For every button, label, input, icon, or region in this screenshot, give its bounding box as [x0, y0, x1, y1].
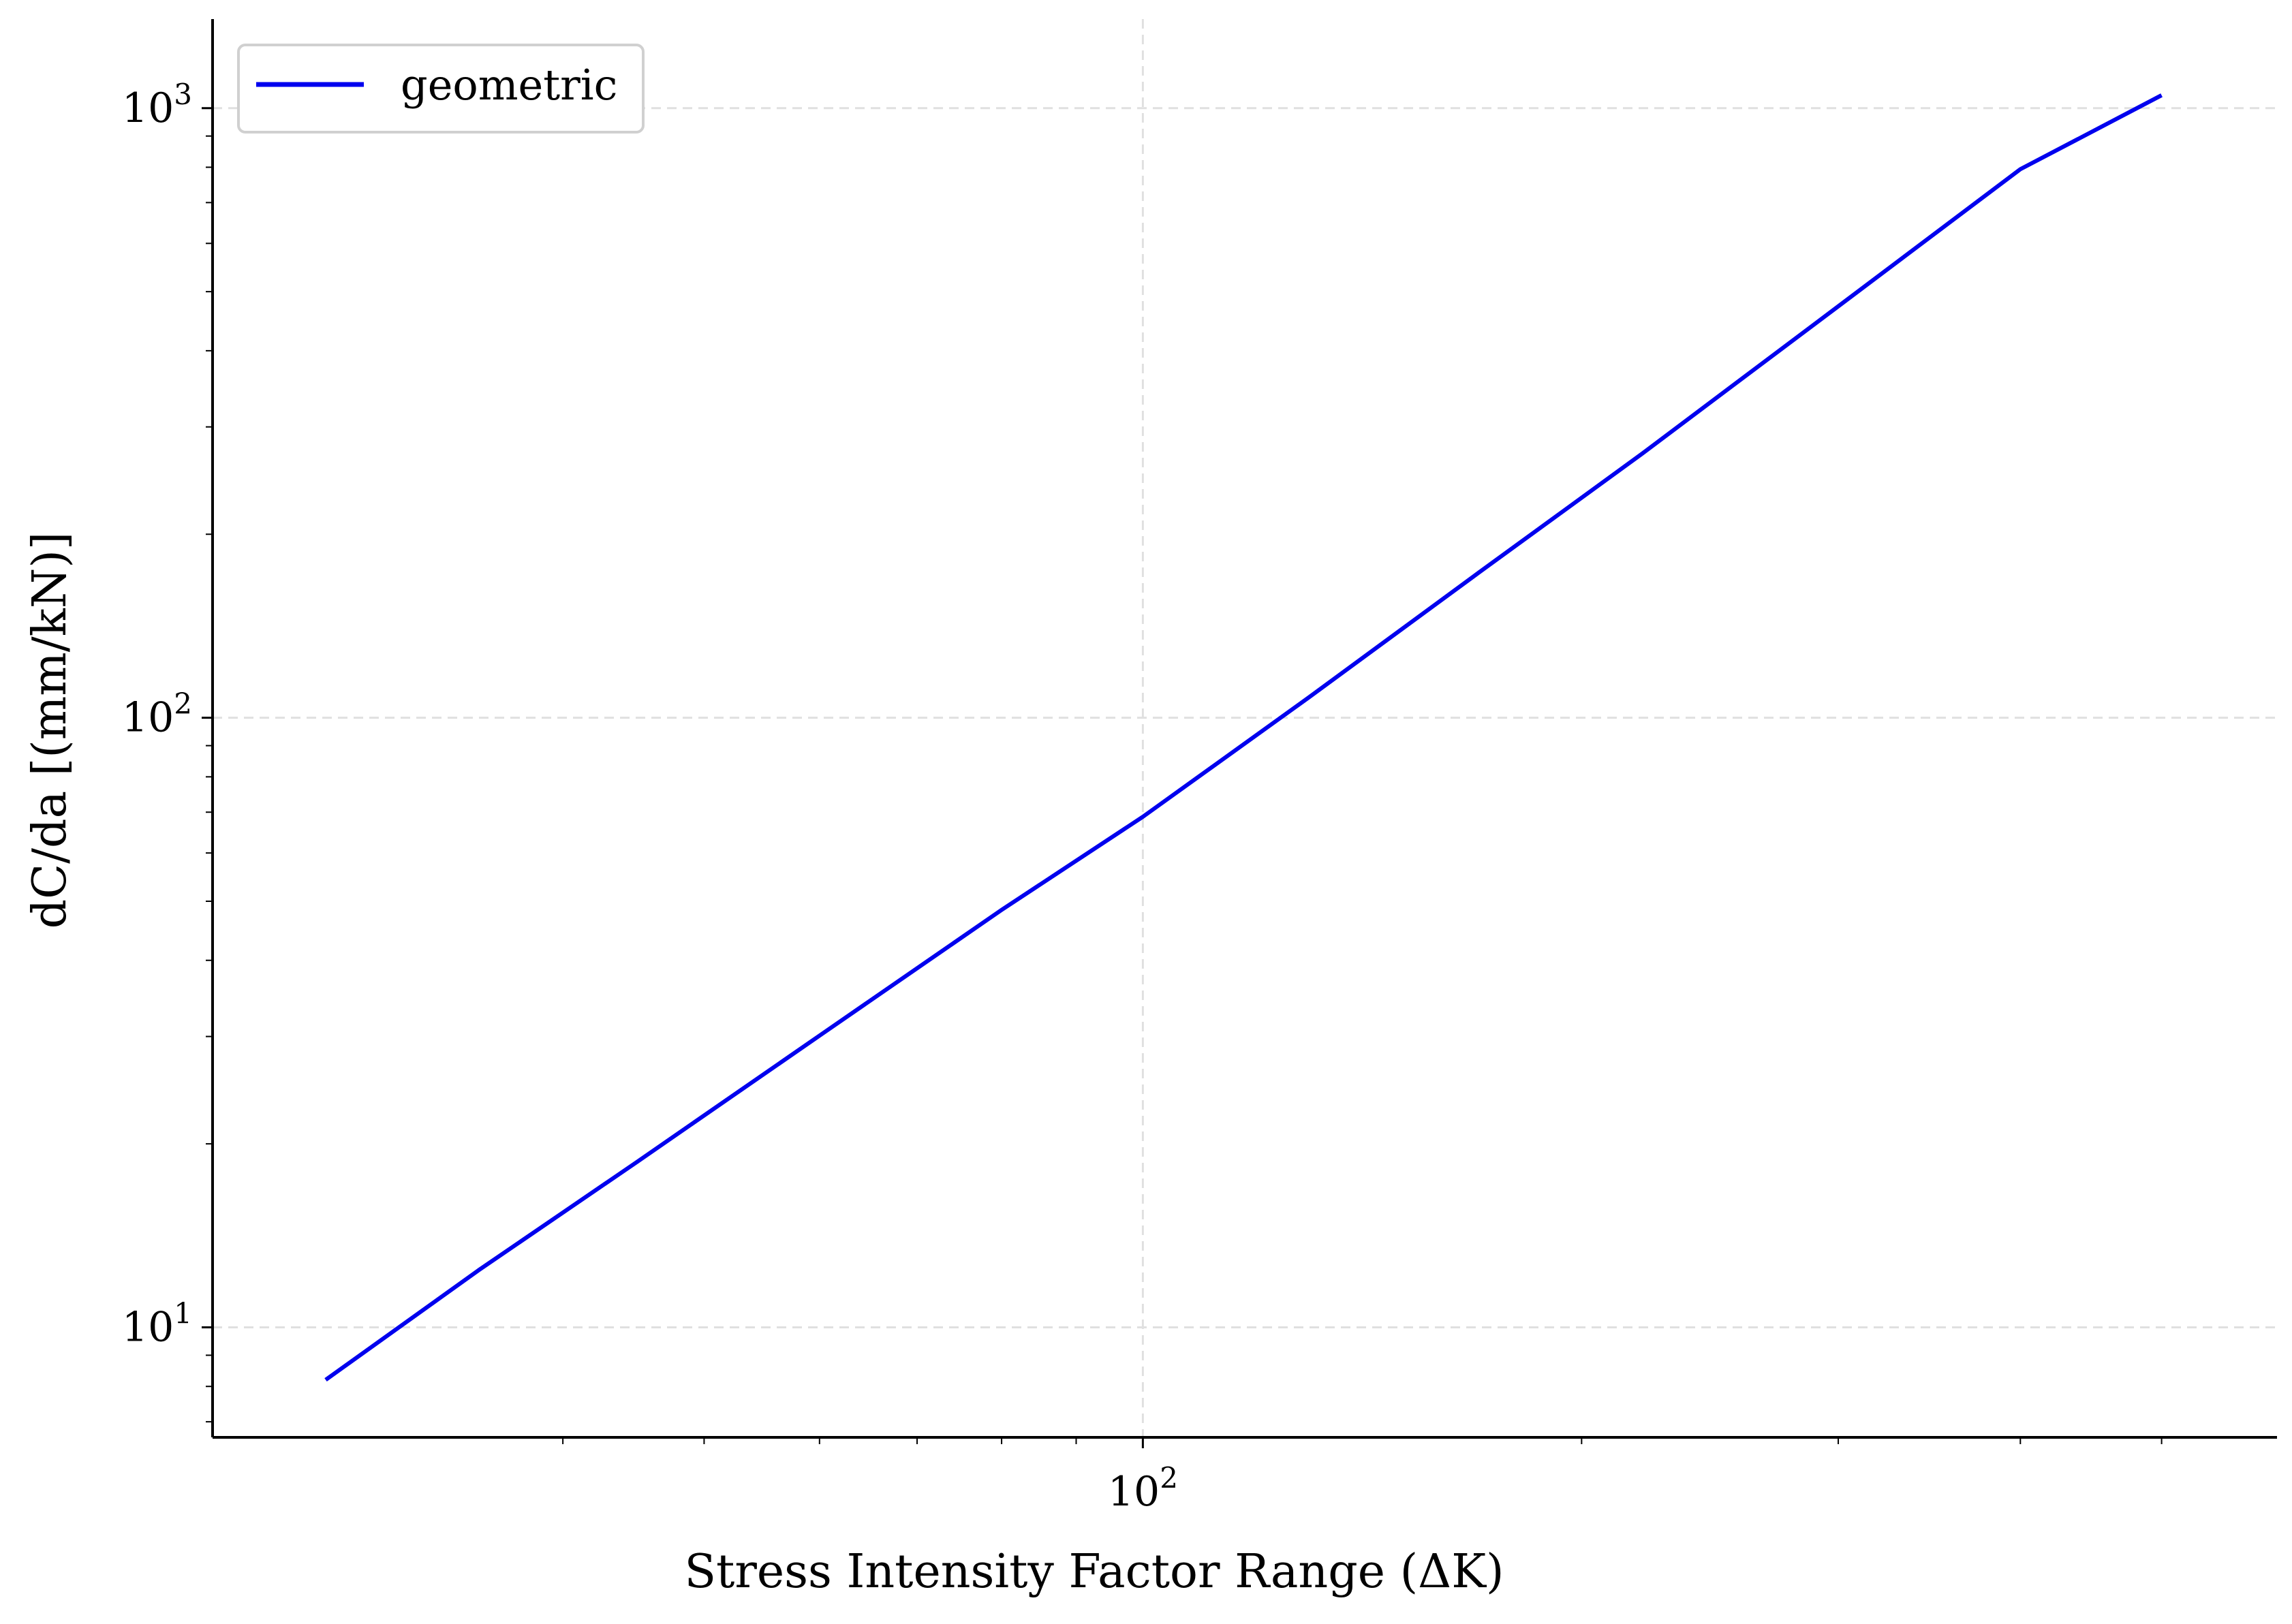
x-axis-label: Stress Intensity Factor Range (ΔK) [684, 1545, 1504, 1599]
axes [211, 19, 2277, 1439]
legend: geometric [237, 44, 645, 134]
y-tick-label: 102 [122, 687, 192, 742]
grid [213, 19, 2277, 1437]
legend-frame [237, 44, 645, 134]
legend-label: geometric [401, 60, 617, 110]
y-axis-label: dC/da [(mm/kN)] [23, 532, 77, 929]
series-line-geometric [324, 93, 2163, 1382]
series-layer [324, 93, 2163, 1382]
